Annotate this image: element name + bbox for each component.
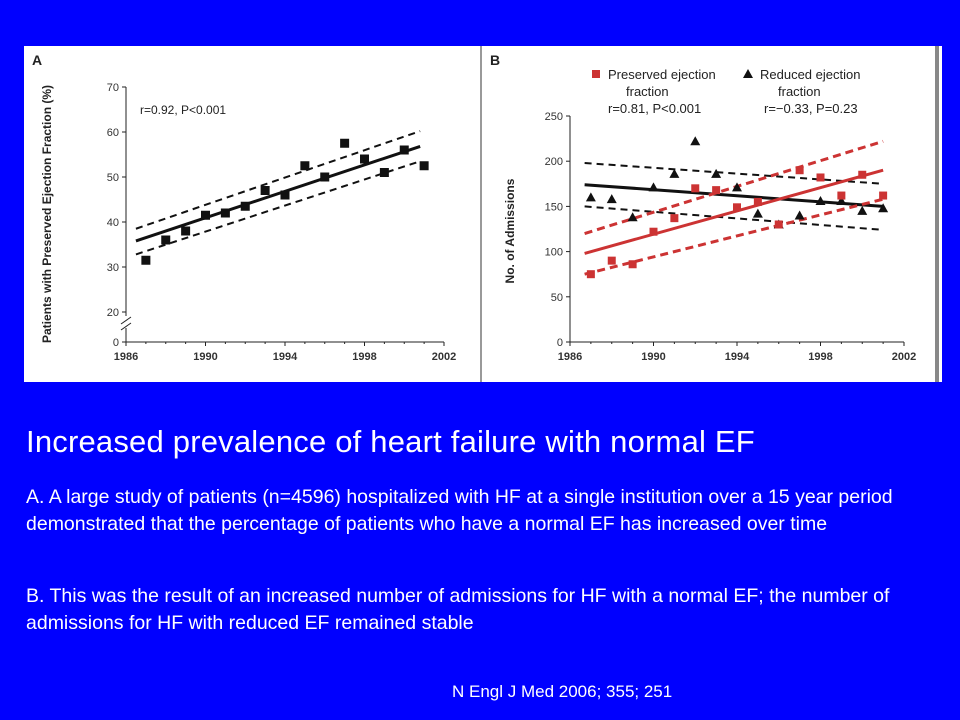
panel-a-x-tick-label: 1998	[352, 351, 376, 363]
panel-b-reduced-point	[711, 168, 722, 178]
panel-a-ci-lower	[135, 160, 421, 256]
panel-a-x-tick-label: 2002	[432, 351, 456, 363]
panel-b-reduced-point	[627, 212, 638, 222]
panel-a-point	[240, 201, 250, 211]
panel-b-preserved-point	[837, 191, 846, 200]
panel-b-preserved-point	[816, 173, 825, 182]
panel-a-point	[181, 226, 191, 236]
legend-preserved-name: fraction	[626, 84, 669, 99]
citation: N Engl J Med 2006; 355; 251	[452, 682, 673, 701]
panel-a-point	[340, 138, 350, 148]
panel-a-point	[220, 208, 230, 218]
legend-reduced-name: Reduced ejection	[760, 67, 860, 82]
panel-a-x-tick-label: 1990	[193, 351, 217, 363]
legend-reduced-name: fraction	[778, 84, 821, 99]
panel-a-x-tick-label: 1994	[273, 351, 298, 363]
panel-b-reduced-point	[794, 210, 805, 220]
panel-a-label: A	[32, 52, 42, 68]
panel-a-point	[360, 154, 369, 164]
panel-b-x-tick-label: 1990	[641, 351, 665, 363]
panel-b-reduced-point	[732, 182, 742, 192]
panel-b-label: B	[490, 52, 500, 68]
panel-b-reduced-point	[857, 205, 868, 215]
panel-b-preserved-point	[607, 256, 616, 265]
panel-b-preserved-point	[691, 184, 700, 193]
panel-b-reduced-ci-lower	[584, 205, 884, 231]
slide-title: Increased prevalence of heart failure wi…	[26, 424, 755, 459]
panel-a-axis-break	[120, 316, 132, 325]
panel-b-reduced-ci-upper	[584, 162, 884, 185]
legend-preserved-stat: r=0.81, P<0.001	[608, 101, 701, 116]
panel-b-y-tick-label: 150	[545, 201, 563, 213]
panel-a-point	[201, 210, 210, 220]
panel-a-y-tick-label: 60	[107, 127, 119, 139]
panel-b-x-tick-label: 1994	[725, 351, 750, 363]
panel-b-reduced-trend-line	[584, 183, 884, 208]
panel-b-preserved-point	[586, 270, 595, 279]
panel-a-point	[419, 161, 429, 171]
panel-b-y-axis-label: No. of Admissions	[503, 178, 517, 283]
panel-a-point	[320, 172, 330, 182]
panel-b-preserved-point	[858, 170, 867, 179]
panel-b-preserved-point	[795, 166, 804, 175]
panel-a-y-tick-label: 70	[107, 82, 119, 94]
panel-b-preserved-point	[628, 260, 637, 269]
panel-b-preserved-point	[712, 186, 721, 195]
panel-b-reduced-point	[648, 182, 659, 192]
panel-b-preserved-point	[879, 191, 888, 200]
legend-preserved-marker	[592, 70, 600, 78]
panel-b-y-tick-label: 100	[545, 247, 563, 259]
panel-a-x-tick-label: 1986	[114, 351, 138, 363]
panel-a-point	[300, 161, 310, 171]
panel-a-trend-line	[135, 144, 421, 243]
panel-a-axis-break	[120, 322, 132, 331]
panel-b-preserved-point	[670, 214, 679, 223]
legend-preserved-name: Preserved ejection	[608, 67, 716, 82]
panel-b-reduced-point	[752, 208, 763, 218]
panel-b-reduced-point	[815, 195, 826, 205]
panel-b-y-tick-label: 200	[545, 156, 563, 168]
legend-reduced-stat: r=−0.33, P=0.23	[764, 101, 858, 116]
panel-b-preserved-point	[649, 227, 658, 236]
panel-b-reduced-point	[669, 168, 680, 178]
panel-b-x-tick-label: 2002	[892, 351, 916, 363]
panel-b-reduced-point	[585, 192, 596, 202]
panel-b-preserved-point	[753, 197, 762, 206]
panel-b-reduced-point	[690, 136, 701, 146]
panel-b-reduced-point	[606, 194, 617, 204]
paragraph-a: A. A large study of patients (n=4596) ho…	[26, 486, 893, 535]
panel-b-preserved-trend-line	[584, 168, 884, 255]
legend-reduced-marker	[743, 69, 753, 78]
panel-a-point	[141, 255, 151, 265]
panel-a-point	[399, 145, 409, 155]
panel-a-y-tick-label: 20	[107, 307, 119, 319]
paragraph-b: B. This was the result of an increased n…	[26, 585, 890, 634]
panel-a-y-tick-label: 50	[107, 172, 119, 184]
panel-b-reduced-point	[836, 195, 847, 205]
panel-a-point	[280, 190, 290, 200]
panel-b-x-tick-label: 1998	[808, 351, 832, 363]
panel-b-y-tick-label: 50	[551, 292, 563, 304]
panel-a-point	[161, 235, 171, 245]
panel-b-x-tick-label: 1986	[558, 351, 582, 363]
panel-a-y-tick-label: 30	[107, 262, 119, 274]
chart-svg: A 0 20 30 40 50 60 70 1986 1990 1994 1998 2002 Patien…	[24, 46, 942, 382]
panel-a-y-axis-label: Patients with Preserved Ejection Fractio…	[40, 85, 54, 343]
panel-b-reduced-point	[878, 203, 889, 213]
panel-a-ci-upper	[135, 130, 421, 230]
panel-b-y-tick-label: 0	[557, 337, 563, 349]
panel-b-preserved-point	[733, 203, 741, 212]
panel-a-point	[379, 168, 389, 177]
panel-a-y-tick-label: 40	[107, 217, 119, 229]
panel-a-annotation: r=0.92, P<0.001	[140, 103, 226, 117]
figure-panel: A 0 20 30 40 50 60 70 1986 1990 1994 1998 2002 Patien…	[24, 46, 942, 382]
panel-b-preserved-point	[774, 220, 783, 229]
panel-a-point	[260, 186, 270, 195]
panel-a-y-tick-label: 0	[113, 337, 119, 349]
panel-b-y-tick-label: 250	[545, 111, 563, 123]
